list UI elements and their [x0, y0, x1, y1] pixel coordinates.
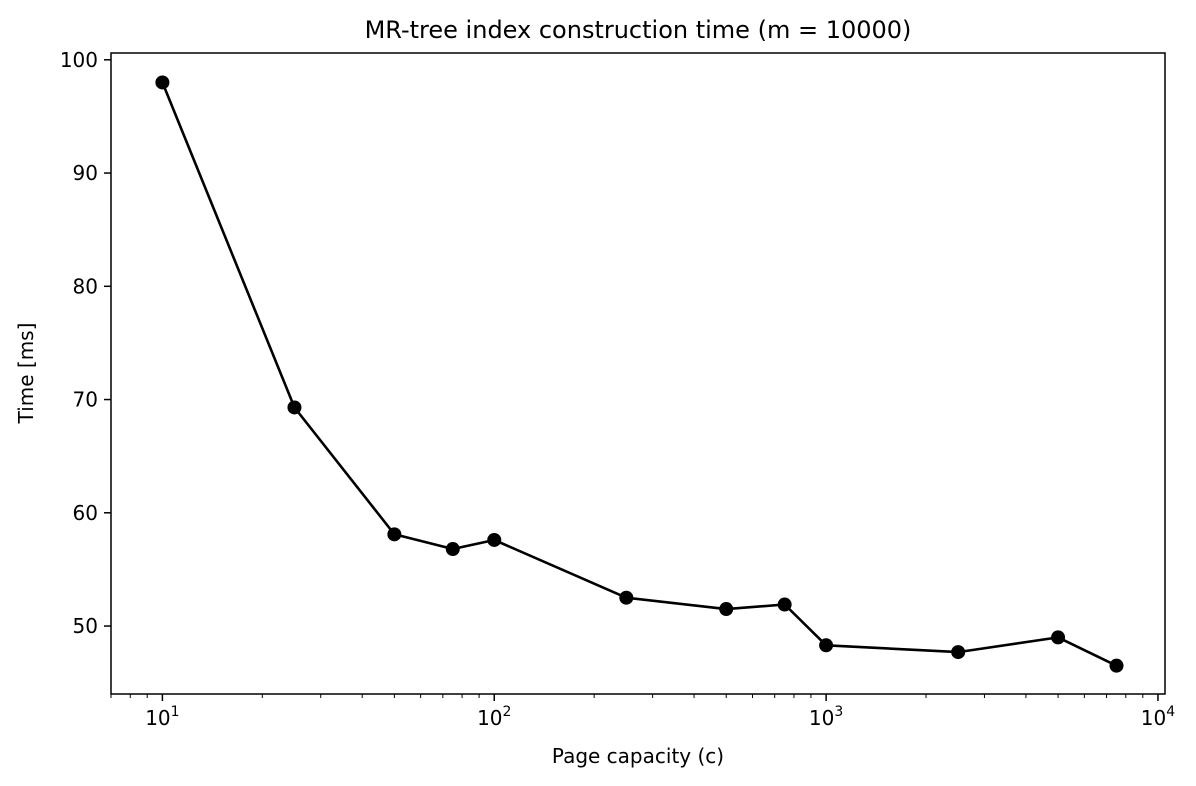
- data-point: [487, 532, 502, 547]
- y-axis-title: Time [ms]: [14, 323, 38, 425]
- data-point: [619, 590, 634, 605]
- y-axis: 50 60 70 80 90 100: [60, 48, 111, 638]
- chart-title: MR-tree index construction time (m = 100…: [365, 16, 912, 44]
- data-point: [445, 542, 460, 557]
- data-point: [155, 75, 170, 90]
- data-point: [719, 602, 734, 617]
- y-tick-label: 70: [73, 388, 98, 412]
- x-axis: 101 102 103 104: [110, 694, 1175, 730]
- series-line: [161, 81, 1118, 667]
- data-point: [819, 638, 834, 653]
- data-point: [777, 597, 792, 612]
- plot-frame: [110, 52, 1166, 695]
- data-point: [287, 400, 302, 415]
- x-tick-label: 103: [809, 704, 843, 730]
- y-tick-label: 80: [73, 274, 98, 298]
- x-axis-title: Page capacity (c): [552, 744, 724, 768]
- y-tick-label: 100: [60, 48, 98, 72]
- y-tick-label: 50: [73, 614, 98, 638]
- data-point: [387, 527, 402, 542]
- x-tick-label: 102: [477, 704, 511, 730]
- x-tick-label: 104: [1141, 704, 1175, 730]
- y-tick-label: 60: [73, 501, 98, 525]
- y-tick-label: 90: [73, 161, 98, 185]
- plot-area: [155, 75, 1124, 673]
- data-point: [1109, 658, 1124, 673]
- data-point: [951, 645, 966, 660]
- x-tick-label: 101: [145, 704, 179, 730]
- data-point: [1051, 630, 1066, 645]
